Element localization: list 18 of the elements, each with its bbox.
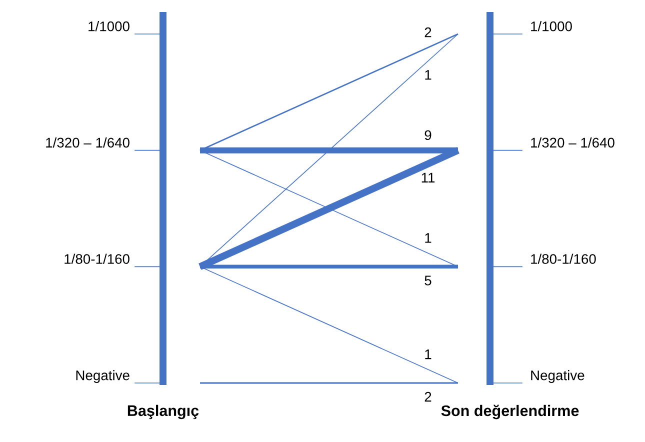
data-label: 2 xyxy=(424,27,432,38)
text: Başlangıç xyxy=(128,404,199,420)
category-label: 1/80-1/160 xyxy=(64,254,130,264)
category-label: 1/320 – 1/640 xyxy=(531,137,614,148)
category-label: 1/320 – 1/640 xyxy=(46,137,130,148)
data-label: 1 xyxy=(425,350,432,360)
data-label: 11 xyxy=(422,172,435,182)
category-label: 1/80-1/160 xyxy=(531,254,596,264)
data-label: 9 xyxy=(424,130,432,140)
category-label: 1/1000 xyxy=(88,21,130,32)
category-label: Negative xyxy=(76,370,130,383)
category-label: 1/1000 xyxy=(531,21,572,32)
data-label: 2 xyxy=(424,392,432,402)
data-label: 1 xyxy=(425,70,432,80)
text: Son değerlendirme xyxy=(441,404,579,420)
data-label: 1 xyxy=(425,233,432,243)
data-label: 5 xyxy=(424,276,432,286)
category-label: Negative xyxy=(531,370,584,383)
